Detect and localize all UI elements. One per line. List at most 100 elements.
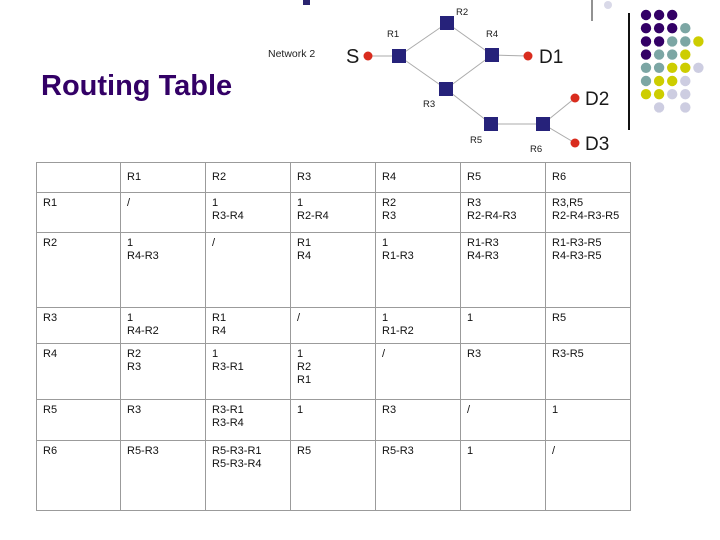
- table-cell: R3 R2-R4-R3: [460, 192, 546, 233]
- table-cell: R1-R3 R4-R3: [460, 232, 546, 308]
- table-column-header: R2: [205, 162, 291, 193]
- table-cell: 1: [290, 399, 376, 441]
- decor-dot: [653, 36, 665, 47]
- table-column-header: R5: [460, 162, 546, 193]
- table-cell: R2 R3: [375, 192, 461, 233]
- table-cell: /: [205, 232, 291, 308]
- decor-dot: [640, 49, 652, 60]
- decor-dot: [667, 9, 678, 21]
- decor-dot: [680, 62, 691, 73]
- decor-dot: [667, 62, 678, 73]
- decor-dot: [640, 36, 652, 47]
- router-node-r6: [536, 117, 550, 131]
- table-cell: 1 R3-R1: [205, 343, 291, 400]
- decor-dot: [640, 62, 652, 73]
- table-cell: /: [375, 343, 461, 400]
- table-cell: 1 R3-R4: [205, 192, 291, 233]
- table-column-header: R6: [545, 162, 631, 193]
- endpoint-label-d2: D2: [585, 89, 609, 110]
- decor-dot: [640, 9, 652, 21]
- decor-dot: [653, 89, 665, 100]
- table-row-header: R1: [36, 192, 121, 233]
- router-label-r3: R3: [423, 99, 435, 110]
- decor-dot: [653, 49, 665, 60]
- network-diagram: S R1 R2 R3 R4 R5 R6 D1 D2 D3 Network 2: [268, 0, 704, 155]
- table-cell: 1 R1-R2: [375, 307, 461, 344]
- endpoint-node-s: [363, 51, 373, 61]
- table-cell: /: [460, 399, 546, 441]
- endpoint-node-d1: [523, 51, 533, 61]
- table-row-r6: R6 R5-R3 R5-R3-R1 R5-R3-R4 R5 R5-R3 1/: [36, 440, 631, 511]
- table-cell: R1 R4: [290, 232, 376, 308]
- table-cell: /: [120, 192, 206, 233]
- decor-dot: [653, 75, 665, 87]
- table-column-header: R1: [120, 162, 206, 193]
- table-cell: R5-R3: [375, 440, 461, 511]
- table-cell: 1: [460, 307, 546, 344]
- decor-dot: [680, 36, 691, 47]
- endpoint-label-d3: D3: [585, 134, 609, 155]
- table-cell: 1 R1-R3: [375, 232, 461, 308]
- decor-small-dot: [604, 1, 612, 9]
- router-label-r4: R4: [486, 29, 498, 40]
- table-cell: R3-R1 R3-R4: [205, 399, 291, 441]
- edge-r1-r2: [398, 22, 448, 57]
- decor-dot: [680, 49, 691, 60]
- table-column-header: R3: [290, 162, 376, 193]
- decor-dot: [667, 75, 678, 87]
- table-cell: 1: [460, 440, 546, 511]
- router-node-r4: [485, 48, 499, 62]
- table-row-r4: R4 R2 R3 1 R3-R1 1 R2 R1/R3 R3-R5: [36, 343, 631, 400]
- router-label-r5: R5: [470, 135, 482, 146]
- decor-dot: [680, 102, 691, 113]
- edge-r3-r5: [445, 88, 492, 125]
- table-cell: R1 R4: [205, 307, 291, 344]
- table-cell: R3,R5 R2-R4-R3-R5: [545, 192, 631, 233]
- table-cell: 1 R4-R2: [120, 307, 206, 344]
- decor-dot-grid: [640, 9, 704, 113]
- table-cell: 1 R4-R3: [120, 232, 206, 308]
- table-cell: 1 R2-R4: [290, 192, 376, 233]
- table-cell: 1 R2 R1: [290, 343, 376, 400]
- router-node-r1: [392, 49, 406, 63]
- decor-dot: [653, 62, 665, 73]
- table-cell: R3: [460, 343, 546, 400]
- table-cell: R3-R5: [545, 343, 631, 400]
- endpoint-label-d1: D1: [539, 47, 563, 68]
- router-node-r2: [440, 16, 454, 30]
- table-row-r1: R1/1 R3-R4 1 R2-R4 R2 R3 R3 R2-R4-R3 R3,R5 R…: [36, 192, 631, 233]
- table-cell: R5: [545, 307, 631, 344]
- decor-dot: [693, 62, 704, 73]
- table-cell: R5-R3: [120, 440, 206, 511]
- edge-r1-r3: [398, 55, 447, 90]
- endpoint-node-d3: [570, 138, 580, 148]
- decor-dot: [640, 89, 652, 100]
- table-row-header: R3: [36, 307, 121, 344]
- table-row-r5: R5 R3 R3-R1 R3-R4 1 R3/1: [36, 399, 631, 441]
- table-row-header: R5: [36, 399, 121, 441]
- table-column-header: R4: [375, 162, 461, 193]
- table-cell: 1: [545, 399, 631, 441]
- table-header-row: R1 R2 R3 R4 R5 R6: [36, 162, 631, 193]
- table-cell: R2 R3: [120, 343, 206, 400]
- decor-dot: [680, 23, 691, 34]
- decor-dot: [667, 89, 678, 100]
- decor-dot: [653, 23, 665, 34]
- table-row-header: R6: [36, 440, 121, 511]
- decor-dot: [640, 23, 652, 34]
- decor-dot: [653, 9, 665, 21]
- decor-dot: [680, 75, 691, 87]
- routing-table: R1 R2 R3 R4 R5 R6 R1/1 R3-R4 1 R2-R4 R2 R3 R3 R2-…: [36, 162, 631, 511]
- edge-r3-r4: [445, 54, 493, 90]
- decor-dot: [680, 89, 691, 100]
- table-cell: R3: [375, 399, 461, 441]
- table-row-header: R4: [36, 343, 121, 400]
- table-cell: R5-R3-R1 R5-R3-R4: [205, 440, 291, 511]
- table-cell: /: [290, 307, 376, 344]
- table-cell: R3: [120, 399, 206, 441]
- table-corner-cell: [36, 162, 121, 193]
- router-label-r1: R1: [387, 29, 399, 40]
- router-label-r2: R2: [456, 7, 468, 18]
- edge-r2-r4: [446, 22, 493, 56]
